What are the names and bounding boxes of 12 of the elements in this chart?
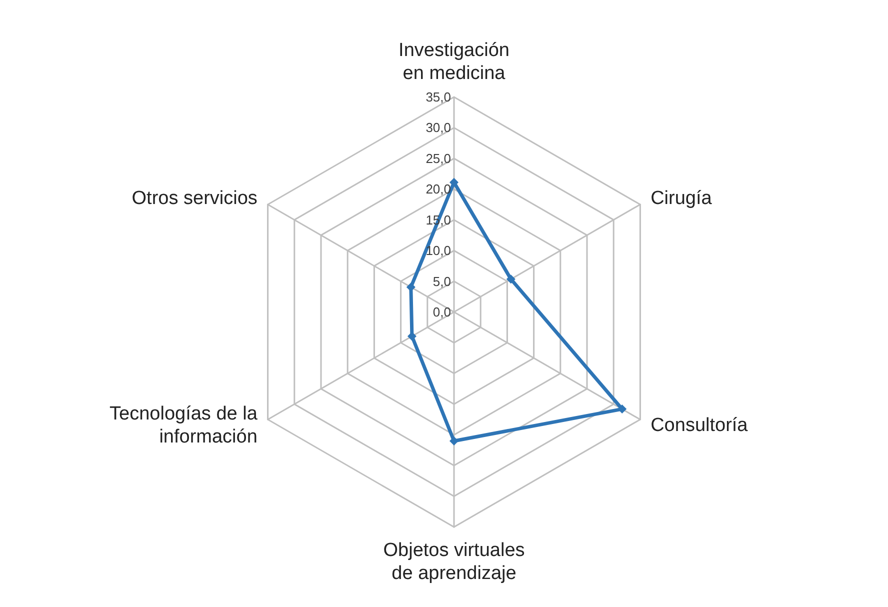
spoke-label: Otros servicios [132,188,258,209]
y-tick-label: 35,0 [426,90,451,104]
spoke-label: Investigación en medicina [398,40,510,84]
y-tick-label: 5,0 [432,274,451,289]
spoke-label: Objetos virtuales de aprendizaje [383,540,525,584]
spoke-label: Tecnologías de la información [110,404,258,448]
spoke-label: Consultoría [650,415,748,436]
y-tick-label: 30,0 [426,120,451,136]
y-tick-label: 25,0 [426,150,451,166]
spoke-label: Cirugía [650,188,712,209]
y-tick-label: 10,0 [426,243,451,258]
y-tick-label: 0,0 [432,304,451,320]
